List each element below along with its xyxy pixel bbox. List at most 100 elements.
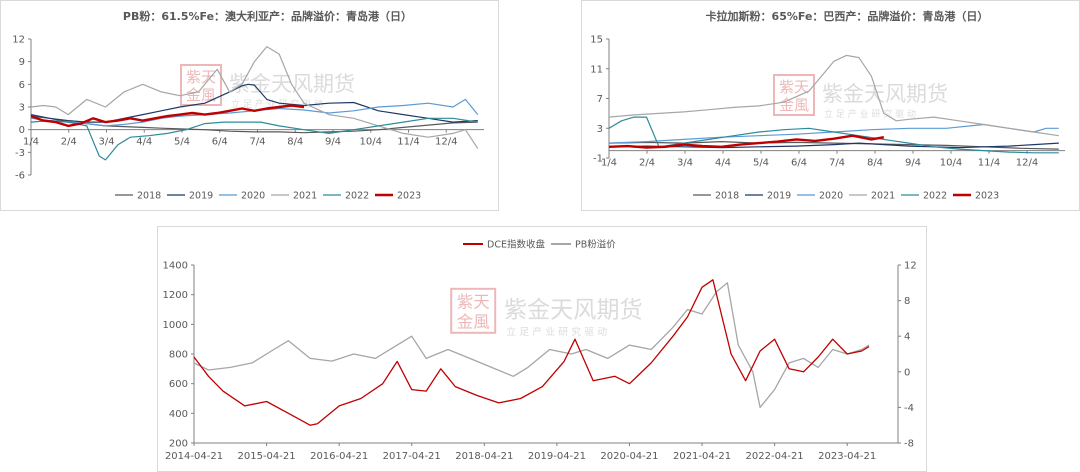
x-tick-label: 9/4 [325, 137, 341, 148]
legend-label-2018: 2018 [137, 191, 161, 202]
x-tick-label: 4/4 [715, 158, 731, 169]
watermark-seal [450, 287, 497, 334]
legend-label-2023: 2023 [397, 191, 421, 202]
y-tick-label: 600 [169, 379, 188, 390]
x-tick-label: 2020-04-21 [600, 451, 658, 462]
x-tick-label: 1/4 [601, 158, 617, 169]
series-line-pb-premium [193, 282, 870, 409]
x-tick-label: 5/4 [174, 137, 190, 148]
x-tick-label: 6/4 [212, 137, 228, 148]
x-tick-label: 3/4 [98, 137, 114, 148]
watermark-seal-top: 紫天 [457, 293, 490, 312]
x-tick-label: 5/4 [753, 158, 769, 169]
x-tick-label: 2021-04-21 [673, 451, 731, 462]
carajas-premium-chart-panel: 卡拉加斯粉：65%Fe：巴西产：品牌溢价：青岛港（日） 紫天 金風 紫金天风期货立 足… [581, 0, 1080, 211]
legend-label-2021: 2021 [871, 191, 895, 202]
x-tick-label: 10/4 [360, 137, 382, 148]
y2-tick-label: 0 [904, 367, 910, 378]
series-line-2020 [30, 98, 479, 127]
legend-label-2022: 2022 [923, 191, 947, 202]
x-tick-label: 12/4 [1016, 158, 1038, 169]
x-tick-label: 2/4 [639, 158, 655, 169]
series-line-dce-index [193, 279, 870, 426]
x-tick-label: 11/4 [397, 137, 419, 148]
x-tick-label: 7/4 [249, 137, 265, 148]
x-tick-label: 4/4 [136, 137, 152, 148]
y-tick-label: 0 [19, 125, 25, 136]
y-tick-label: 1200 [163, 290, 188, 301]
legend-label-pb-premium: PB粉溢价 [575, 239, 616, 251]
x-tick-label: 8/4 [867, 158, 883, 169]
y-tick-label: -6 [15, 171, 25, 182]
y-tick-label: 200 [169, 439, 188, 450]
y-tick-label: 800 [169, 350, 188, 361]
legend-label-2022: 2022 [345, 191, 369, 202]
x-tick-label: 10/4 [940, 158, 962, 169]
y-tick-label: 1400 [163, 261, 188, 272]
x-tick-label: 1/4 [23, 137, 39, 148]
chart-title: 卡拉加斯粉：65%Fe：巴西产：品牌溢价：青岛港（日） [706, 9, 989, 23]
x-tick-label: 2016-04-21 [310, 451, 368, 462]
x-tick-label: 2019-04-21 [528, 451, 586, 462]
watermark-seal-bottom: 金風 [457, 312, 490, 331]
watermark-brand: 紫金天风期货 [504, 297, 643, 323]
y-tick-label: 3 [19, 103, 25, 114]
y2-tick-label: -8 [904, 439, 914, 450]
x-tick-label: 11/4 [978, 158, 1000, 169]
watermark-slogan: 立 足 产 业 研 究 驱 动 [824, 108, 916, 120]
x-tick-label: 2023-04-21 [818, 451, 876, 462]
legend-label-2018: 2018 [715, 191, 739, 202]
y-tick-label: 9 [19, 57, 25, 68]
y-tick-label: 1000 [163, 320, 188, 331]
legend-label-2021: 2021 [293, 191, 317, 202]
y2-tick-label: 4 [904, 332, 910, 343]
watermark-seal-bottom: 金風 [779, 96, 809, 114]
y-tick-label: 7 [597, 94, 603, 105]
legend-label-2020: 2020 [819, 191, 843, 202]
series-line-2020 [608, 123, 1059, 144]
legend-label-2023: 2023 [975, 191, 999, 202]
watermark-seal-top: 紫天 [779, 78, 809, 96]
y-tick-label: 12 [12, 35, 25, 46]
legend-label-2019: 2019 [189, 191, 213, 202]
x-tick-label: 2017-04-21 [383, 451, 441, 462]
y2-tick-label: 8 [904, 296, 910, 307]
x-tick-label: 12/4 [435, 137, 457, 148]
x-tick-label: 9/4 [905, 158, 921, 169]
x-tick-label: 6/4 [791, 158, 807, 169]
watermark-seal-top: 紫天 [186, 68, 216, 86]
x-tick-label: 3/4 [677, 158, 693, 169]
x-tick-label: 2014-04-21 [165, 451, 223, 462]
watermark-brand: 紫金天风期货 [822, 82, 948, 106]
series-line-2021 [608, 54, 1059, 137]
series-line-2023 [608, 134, 885, 149]
y2-tick-label: -4 [904, 403, 914, 414]
legend-label-2020: 2020 [241, 191, 265, 202]
watermark-slogan: 立 足 产 业 研 究 驱 动 [506, 325, 607, 338]
x-tick-label: 2022-04-21 [746, 451, 804, 462]
legend-label-dce-index: DCE指数收盘 [487, 239, 545, 251]
y-tick-label: 11 [590, 64, 603, 75]
series-line-2022 [30, 117, 478, 161]
watermark-seal [180, 64, 222, 106]
watermark-seal-bottom: 金風 [186, 86, 216, 104]
x-tick-label: 2/4 [61, 137, 77, 148]
x-tick-label: 2018-04-21 [455, 451, 513, 462]
series-line-2021 [30, 46, 479, 149]
y-tick-label: 6 [19, 80, 25, 91]
y-tick-label: 15 [590, 35, 603, 46]
x-tick-label: 2015-04-21 [238, 451, 296, 462]
y-tick-label: -3 [15, 148, 25, 159]
pb-premium-chart-panel: PB粉：61.5%Fe：澳大利亚产：品牌溢价：青岛港（日） 紫天 金風 紫金天风期货立… [0, 0, 499, 211]
series-line-2023 [30, 104, 305, 128]
y2-tick-label: 12 [904, 261, 917, 272]
chart-title: PB粉：61.5%Fe：澳大利亚产：品牌溢价：青岛港（日） [123, 9, 412, 23]
dce-vs-pb-premium-chart-panel: 紫天 金風 紫金天风期货立 足 产 业 研 究 驱 动 200 400 600 800 100… [157, 226, 927, 472]
legend-label-2019: 2019 [767, 191, 791, 202]
y-tick-label: 400 [169, 409, 188, 420]
